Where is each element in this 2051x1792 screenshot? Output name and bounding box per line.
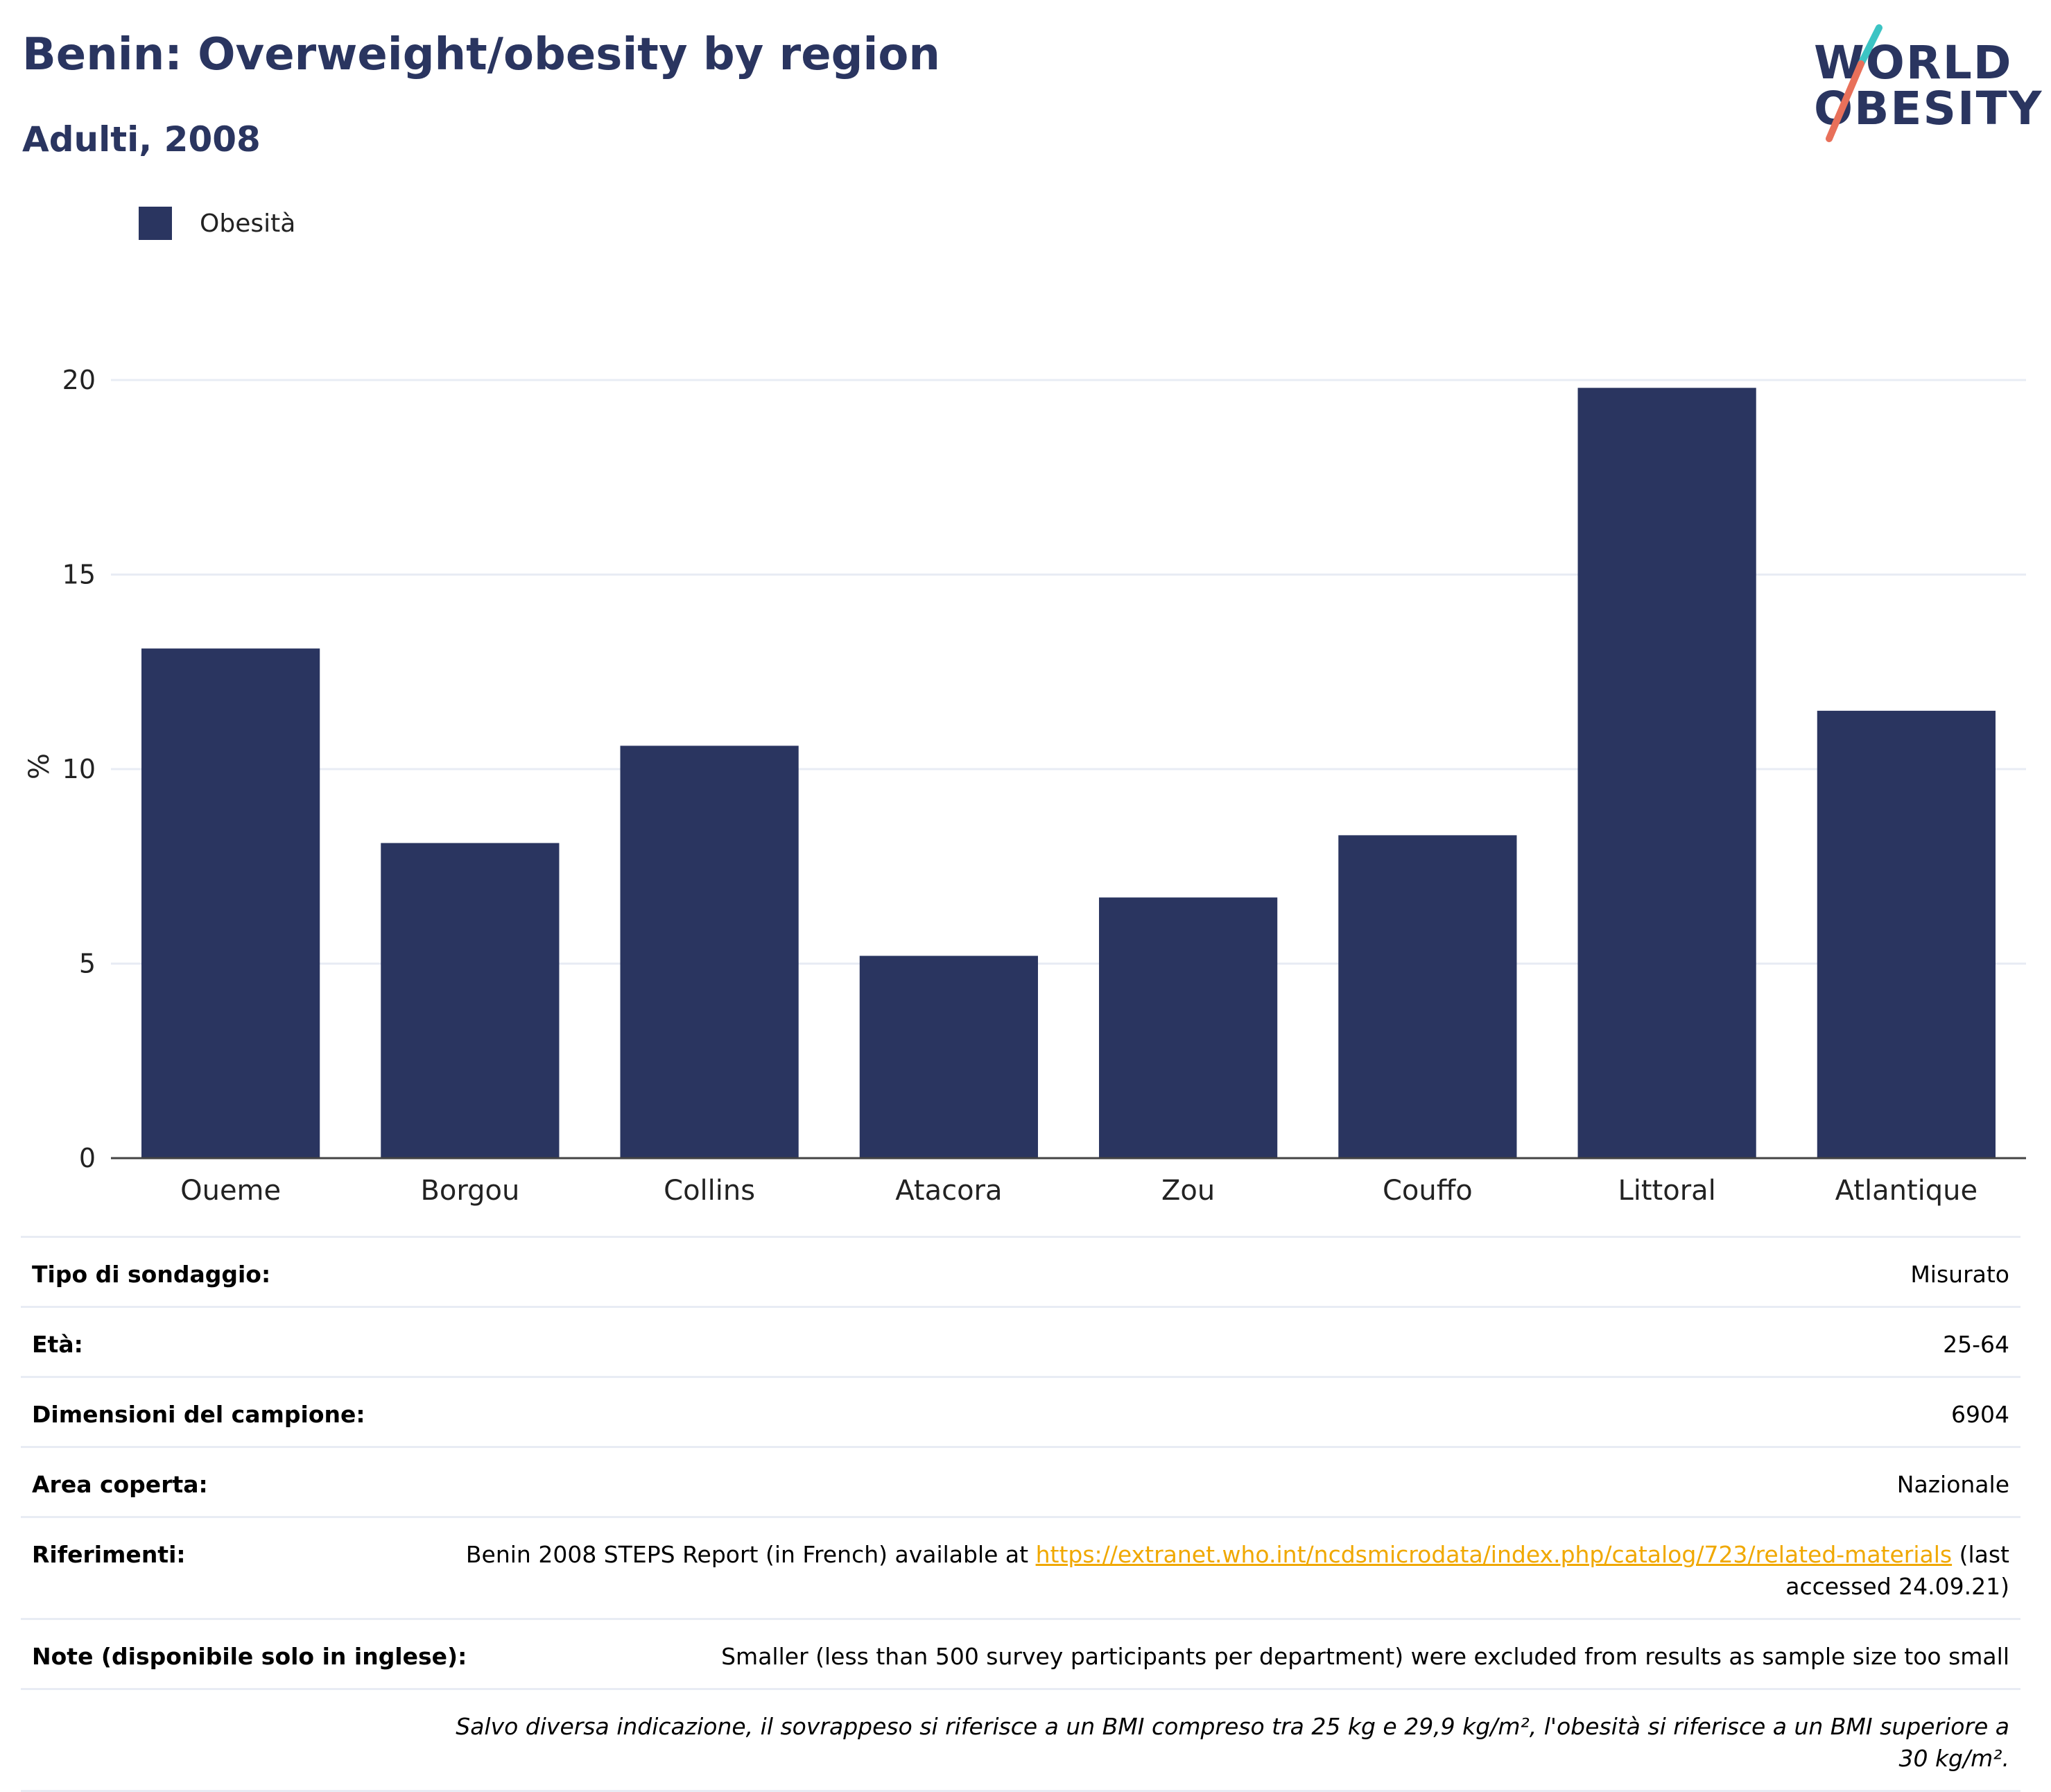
info-row-age: Età: 25-64 bbox=[21, 1306, 2020, 1376]
logo-slash-icon bbox=[1826, 24, 1883, 142]
info-label: Area coperta: bbox=[32, 1471, 208, 1498]
footnote-text: Salvo diversa indicazione, il sovrappeso… bbox=[456, 1713, 2009, 1772]
info-row-references: Riferimenti: Benin 2008 STEPS Report (in… bbox=[21, 1516, 2020, 1618]
y-tick-label: 20 bbox=[62, 365, 96, 395]
info-row-notes: Note (disponibile solo in inglese): Smal… bbox=[21, 1618, 2020, 1688]
survey-info-table: Tipo di sondaggio: Misurato Età: 25-64 D… bbox=[21, 1236, 2020, 1792]
logo-slash-teal bbox=[1858, 24, 1883, 67]
info-row-survey-type: Tipo di sondaggio: Misurato bbox=[21, 1236, 2020, 1306]
info-label: Tipo di sondaggio: bbox=[32, 1261, 271, 1288]
bar-zou bbox=[1099, 897, 1278, 1158]
bar-oueme bbox=[141, 648, 320, 1158]
page-title: Benin: Overweight/obesity by region bbox=[22, 29, 940, 80]
y-tick-label: 10 bbox=[62, 754, 96, 784]
info-row-sample-size: Dimensioni del campione: 6904 bbox=[21, 1376, 2020, 1446]
world-obesity-logo: WORLD OBESITY bbox=[1803, 21, 2041, 146]
reference-link[interactable]: https://extranet.who.int/ncdsmicrodata/i… bbox=[1035, 1541, 1953, 1568]
info-label: Riferimenti: bbox=[32, 1541, 186, 1568]
legend-label-obesita: Obesità bbox=[200, 209, 296, 238]
x-tick-label: Oueme bbox=[180, 1175, 281, 1207]
logo-slash-coral bbox=[1826, 60, 1864, 142]
info-value: 25-64 bbox=[1943, 1331, 2009, 1358]
x-tick-label: Zou bbox=[1161, 1175, 1215, 1207]
y-tick-label: 0 bbox=[79, 1143, 96, 1173]
bar-atacora bbox=[859, 956, 1038, 1158]
bar-atlantique bbox=[1817, 710, 1996, 1158]
legend-swatch bbox=[139, 207, 172, 240]
info-row-area: Area coperta: Nazionale bbox=[21, 1446, 2020, 1516]
bar-collins bbox=[620, 746, 799, 1158]
y-tick-label: 5 bbox=[79, 949, 96, 979]
x-tick-label: Atacora bbox=[895, 1175, 1002, 1207]
y-tick-label: 15 bbox=[62, 560, 96, 590]
y-axis-label: % bbox=[24, 753, 55, 779]
info-value: Misurato bbox=[1910, 1261, 2009, 1288]
bar-littoral bbox=[1577, 388, 1756, 1158]
bar-borgou bbox=[381, 843, 560, 1158]
refs-prefix: Benin 2008 STEPS Report (in French) avai… bbox=[465, 1541, 1036, 1568]
info-label: Dimensioni del campione: bbox=[32, 1401, 365, 1428]
x-tick-label: Littoral bbox=[1618, 1175, 1715, 1207]
bar-couffo bbox=[1338, 835, 1517, 1158]
x-tick-label: Couffo bbox=[1383, 1175, 1473, 1207]
logo-line-1: WORLD bbox=[1814, 36, 2013, 89]
info-value: 6904 bbox=[1951, 1401, 2009, 1428]
x-tick-label: Borgou bbox=[420, 1175, 519, 1207]
info-row-footnote: Salvo diversa indicazione, il sovrappeso… bbox=[21, 1688, 2020, 1792]
chart-legend[interactable]: Obesità bbox=[139, 207, 295, 240]
x-tick-label: Atlantique bbox=[1835, 1175, 1978, 1207]
x-tick-label: Collins bbox=[664, 1175, 755, 1207]
info-label: Età: bbox=[32, 1331, 83, 1358]
info-value: Benin 2008 STEPS Report (in French) avai… bbox=[449, 1539, 2009, 1603]
info-value: Smaller (less than 500 survey participan… bbox=[721, 1643, 2009, 1670]
page-subtitle: Adulti, 2008 bbox=[22, 119, 261, 160]
info-label: Note (disponibile solo in inglese): bbox=[32, 1643, 467, 1670]
refs-suffix: (last accessed 24.09.21) bbox=[1785, 1541, 2009, 1600]
info-value: Nazionale bbox=[1896, 1471, 2009, 1498]
bar-chart: 0 5 10 15 20% Oueme Borgou Collins Atacora Zou Cou… bbox=[24, 365, 2026, 1207]
